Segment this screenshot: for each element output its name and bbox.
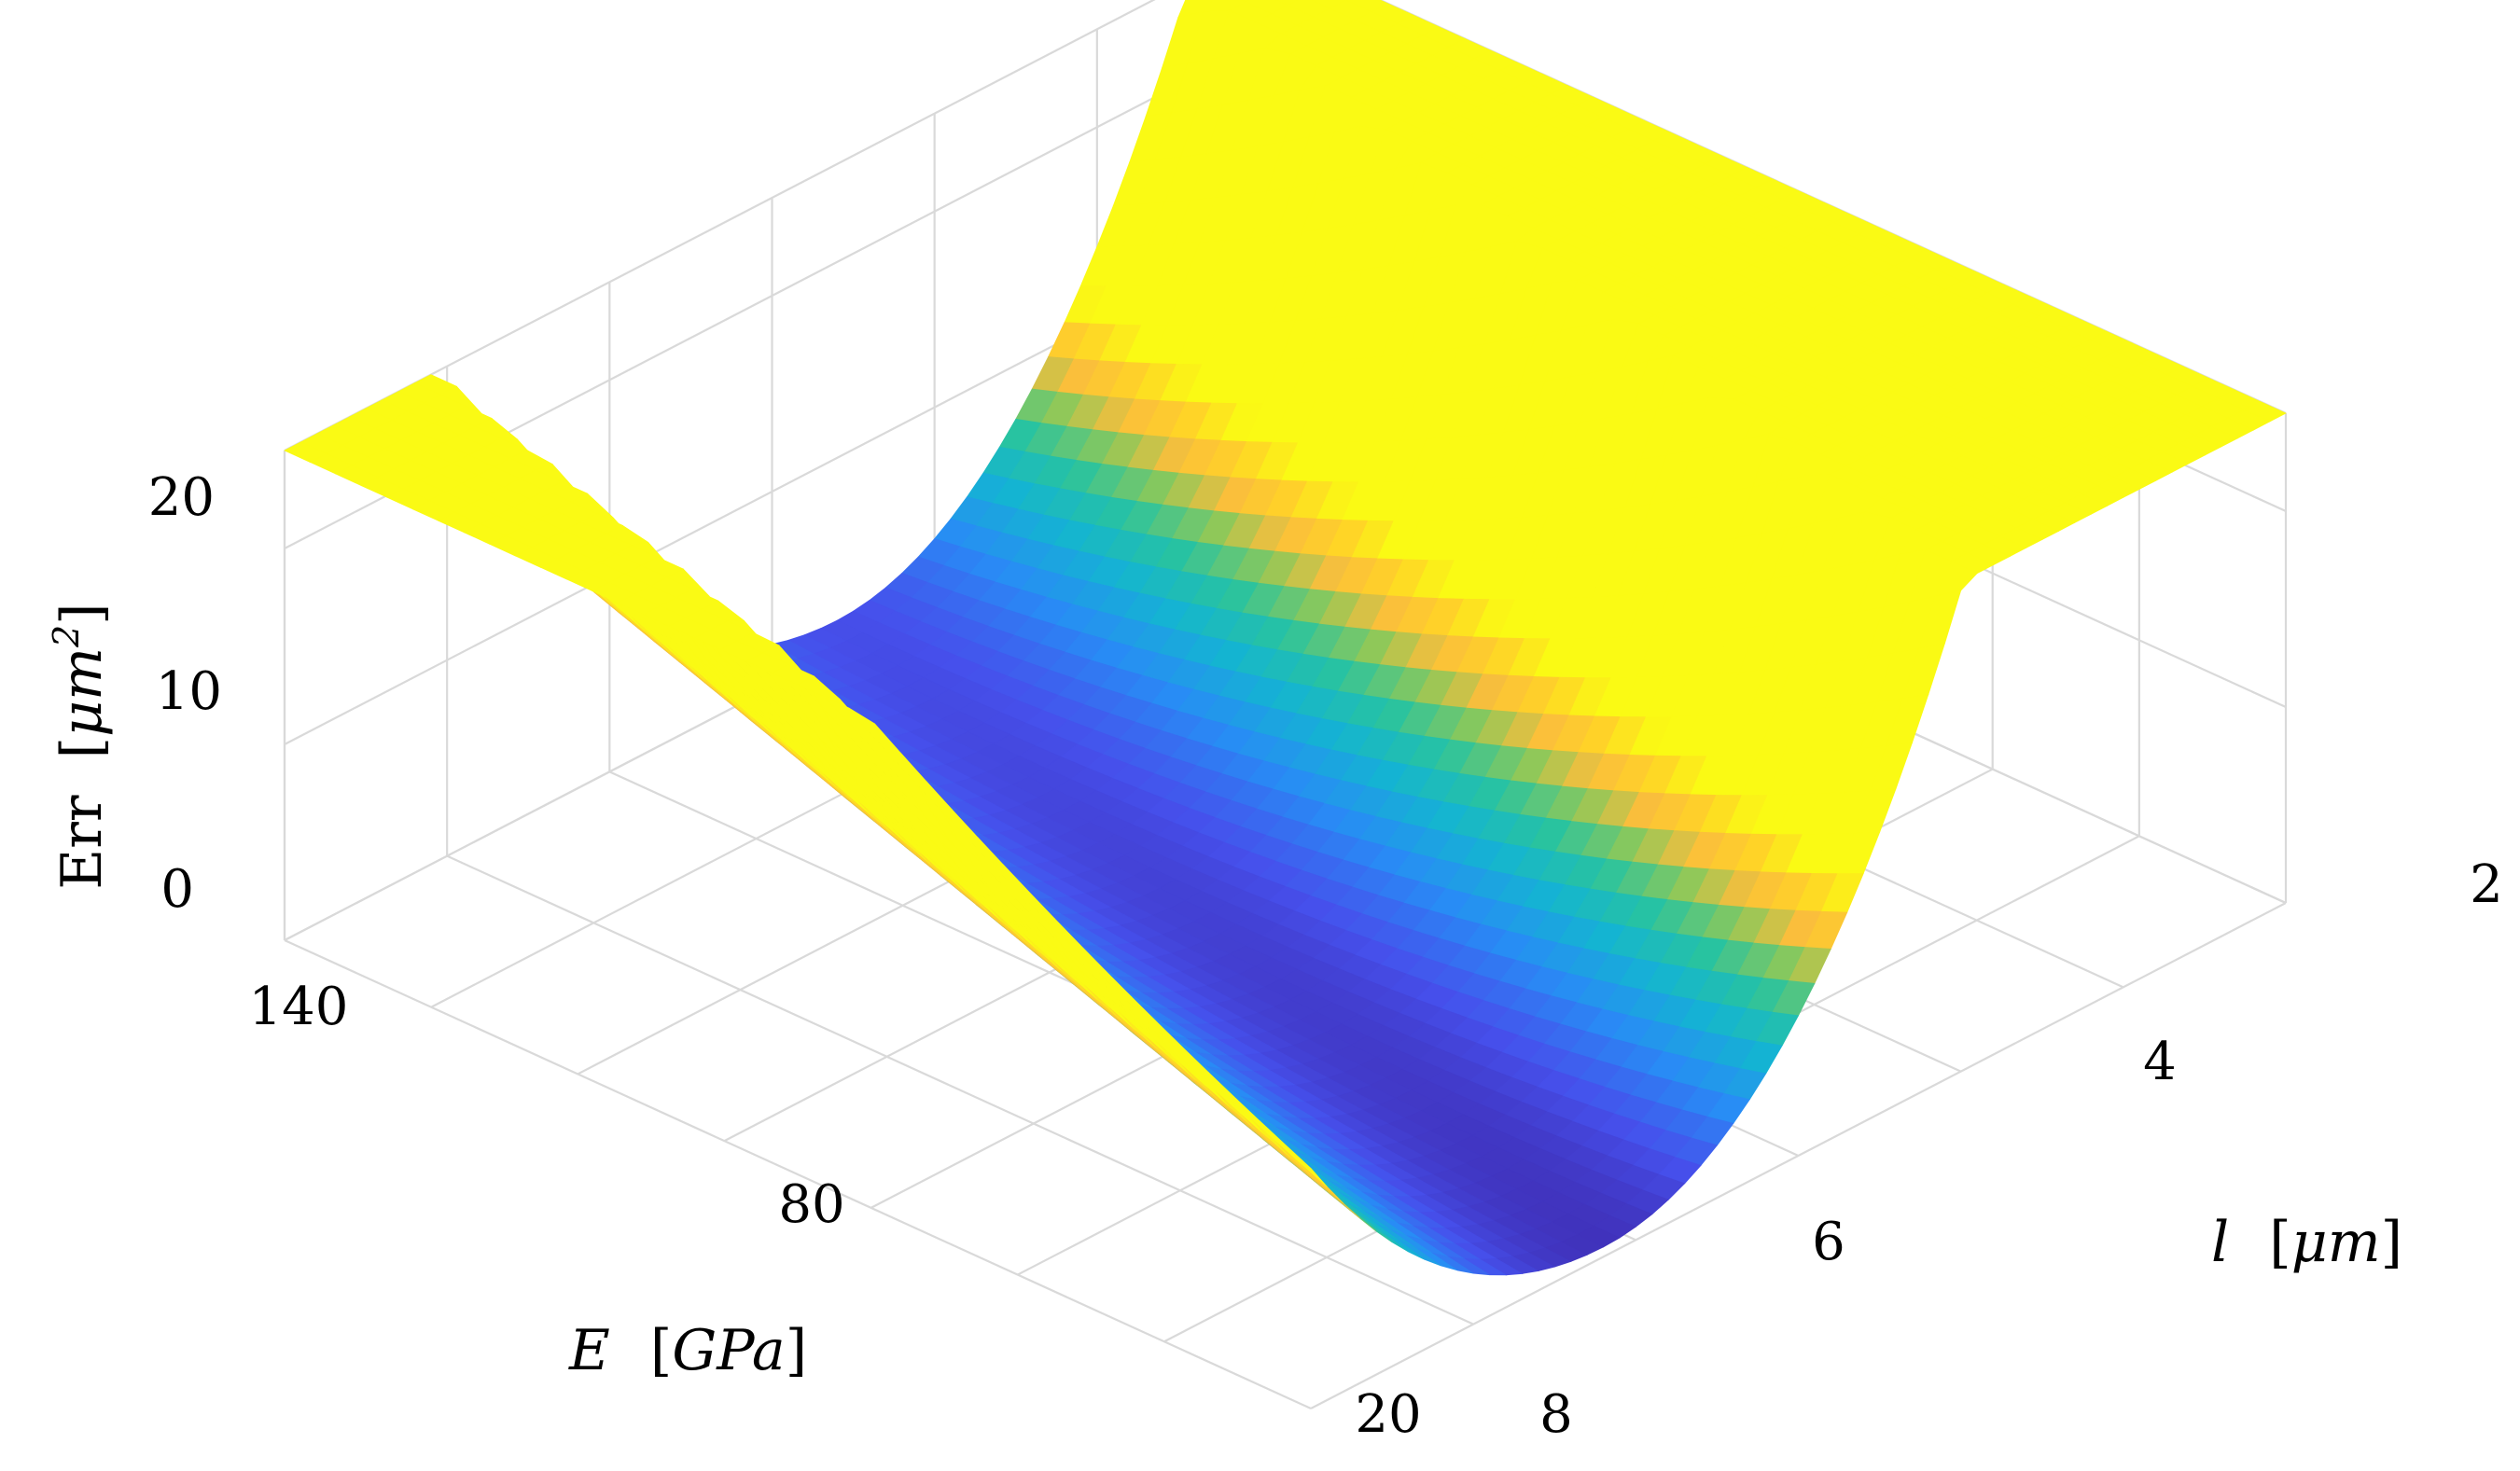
z-axis-label-sup: 2 (46, 625, 87, 648)
x-axis-label: l [μm] (2211, 1210, 2402, 1275)
y-axis-label-symbol: E (568, 1318, 610, 1383)
x-tick-8: 8 (1539, 1384, 1573, 1445)
x-tick-4: 4 (2143, 1032, 2177, 1092)
x-axis-label-symbol: l (2211, 1210, 2229, 1275)
z-tick-10: 10 (156, 661, 222, 722)
z-axis-label-unit: μm (49, 647, 115, 737)
grid-line-floor (1310, 902, 2287, 1409)
z-axis-label: Err [μm2] (46, 603, 115, 889)
grid-line-floor (446, 854, 1474, 1325)
x-tick-2: 2 (2470, 854, 2503, 915)
y-axis-label-unit: GPa (672, 1318, 785, 1383)
y-tick-80: 80 (778, 1174, 844, 1235)
svg-text:Err [μm2]: Err [μm2] (46, 603, 115, 889)
y-axis-label: E [GPa] (568, 1318, 807, 1383)
x-tick-6: 6 (1812, 1212, 1845, 1272)
z-tick-20: 20 (148, 467, 215, 528)
grid-line-floor (284, 938, 1312, 1410)
error-surface (284, 0, 2287, 1276)
surface-patch (1285, 1144, 1328, 1187)
grid-line-wall (284, 0, 1156, 451)
surface-patch (1240, 0, 1251, 3)
x-axis-label-unit: μm (2291, 1210, 2381, 1275)
surface-patch (1274, 0, 1300, 7)
z-axis-label-base: Err (49, 795, 115, 889)
y-tick-20: 20 (1355, 1384, 1421, 1445)
z-tick-0: 0 (160, 859, 194, 920)
y-tick-140: 140 (249, 977, 349, 1037)
